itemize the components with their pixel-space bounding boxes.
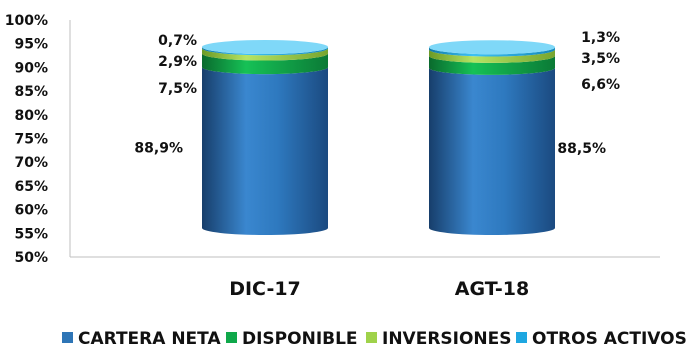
x-category-label: AGT-18 — [455, 278, 529, 300]
y-tick-label: 85% — [14, 84, 48, 100]
bar-body — [429, 47, 555, 57]
bar-body — [202, 53, 328, 75]
y-tick-label: 60% — [14, 203, 48, 219]
data-label: 88,9% — [134, 141, 183, 157]
bar-segment-otros-activos — [429, 40, 555, 57]
data-label: 3,5% — [581, 51, 620, 67]
y-tick-label: 80% — [14, 108, 48, 124]
legend-label: DISPONIBLE — [242, 329, 358, 349]
bar-segment-disponible — [202, 53, 328, 75]
bar-body — [429, 49, 555, 63]
legend-label: CARTERA NETA — [78, 329, 221, 349]
y-tick-label: 65% — [14, 179, 48, 195]
bar-body — [202, 47, 328, 56]
bar-body — [202, 48, 328, 61]
data-label: 1,3% — [581, 30, 620, 46]
legend-label: OTROS ACTIVOS — [532, 329, 687, 349]
data-label: 0,7% — [158, 33, 197, 49]
legend-swatch — [62, 332, 73, 343]
legend-item: INVERSIONES — [366, 329, 512, 349]
data-label: 88,5% — [557, 141, 606, 157]
bar-segment-cartera-neta — [202, 67, 328, 236]
data-label: 6,6% — [581, 77, 620, 93]
data-label: 7,5% — [158, 81, 197, 97]
bar-body — [429, 67, 555, 235]
bar-body — [202, 67, 328, 236]
y-tick-label: 75% — [14, 132, 48, 148]
y-tick-label: 70% — [14, 155, 48, 171]
legend-swatch — [226, 332, 237, 343]
bar-body — [429, 55, 555, 75]
bar-segment-inversiones — [429, 49, 555, 63]
y-tick-label: 100% — [5, 13, 48, 29]
bar-segment-inversiones — [202, 48, 328, 61]
x-category-label: DIC-17 — [229, 278, 301, 300]
legend-label: INVERSIONES — [382, 329, 512, 349]
bar-top-cap — [429, 40, 555, 55]
legend-item: OTROS ACTIVOS — [516, 329, 687, 349]
bar-segment-otros-activos — [202, 40, 328, 56]
legend-item: CARTERA NETA — [62, 329, 221, 349]
bar-segment-disponible — [429, 55, 555, 75]
legend-item: DISPONIBLE — [226, 329, 358, 349]
bar-segment-cartera-neta — [429, 67, 555, 235]
legend-swatch — [366, 332, 377, 343]
legend-swatch — [516, 332, 527, 343]
y-tick-label: 95% — [14, 37, 48, 53]
bar-top-cap — [202, 40, 328, 55]
y-tick-label: 55% — [14, 226, 48, 242]
y-tick-label: 50% — [14, 250, 48, 266]
data-label: 2,9% — [158, 54, 197, 70]
y-tick-label: 90% — [14, 60, 48, 76]
